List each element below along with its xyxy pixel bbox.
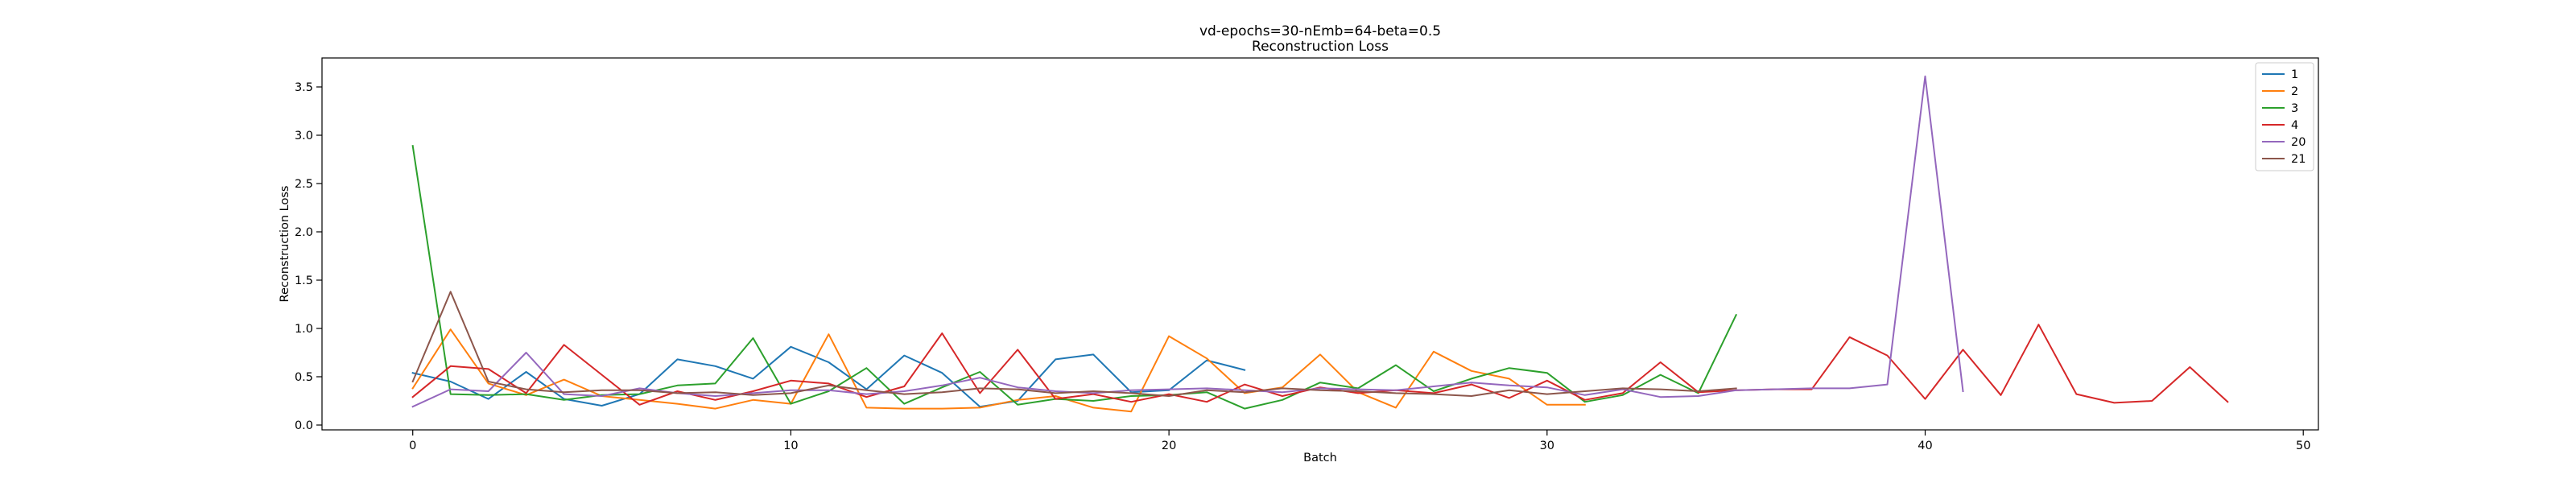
legend-label-20: 20 <box>2291 136 2306 149</box>
series-line-21 <box>411 291 1737 397</box>
y-tick-label: 1.0 <box>295 323 313 336</box>
x-tick-label: 0 <box>409 440 416 452</box>
y-tick-label: 0.5 <box>295 371 313 384</box>
series-layer <box>411 75 2229 413</box>
x-tick-label: 10 <box>783 440 798 452</box>
y-tick-label: 2.0 <box>295 226 313 239</box>
x-axis: 0 10 20 30 40 50 <box>409 430 2310 452</box>
series-line-4 <box>411 324 2229 406</box>
legend-label-2: 2 <box>2291 85 2298 98</box>
chart-subtitle: Reconstruction Loss <box>1252 39 1389 55</box>
y-axis: 0.0 0.5 1.0 1.5 2.0 2.5 3.0 3.5 <box>295 81 322 432</box>
plot-frame <box>321 57 2319 431</box>
legend-label-1: 1 <box>2291 68 2298 81</box>
series-line-2 <box>411 328 1586 413</box>
x-tick-label: 40 <box>1918 440 1932 452</box>
y-axis-label: Reconstruction Loss <box>279 186 291 303</box>
x-tick-label: 30 <box>1540 440 1554 452</box>
series-line-1 <box>411 345 1246 408</box>
legend: 1 2 3 4 20 21 <box>2255 62 2314 171</box>
y-tick-label: 0.0 <box>295 419 313 432</box>
x-tick-label: 50 <box>2296 440 2310 452</box>
legend-label-4: 4 <box>2291 119 2298 132</box>
legend-label-21: 21 <box>2291 153 2306 166</box>
plot-area <box>322 58 2318 430</box>
chart-title: vd-epochs=30-nEmb=64-beta=0.5 <box>1199 23 1441 39</box>
y-tick-label: 3.0 <box>295 130 313 142</box>
series-line-3 <box>411 145 1738 410</box>
y-tick-label: 2.5 <box>295 178 313 191</box>
legend-box <box>2255 62 2314 171</box>
y-tick-label: 1.5 <box>295 275 313 287</box>
x-tick-label: 20 <box>1162 440 1176 452</box>
y-tick-label: 3.5 <box>295 81 313 94</box>
x-axis-label: Batch <box>1303 452 1337 464</box>
legend-label-3: 3 <box>2291 102 2298 115</box>
